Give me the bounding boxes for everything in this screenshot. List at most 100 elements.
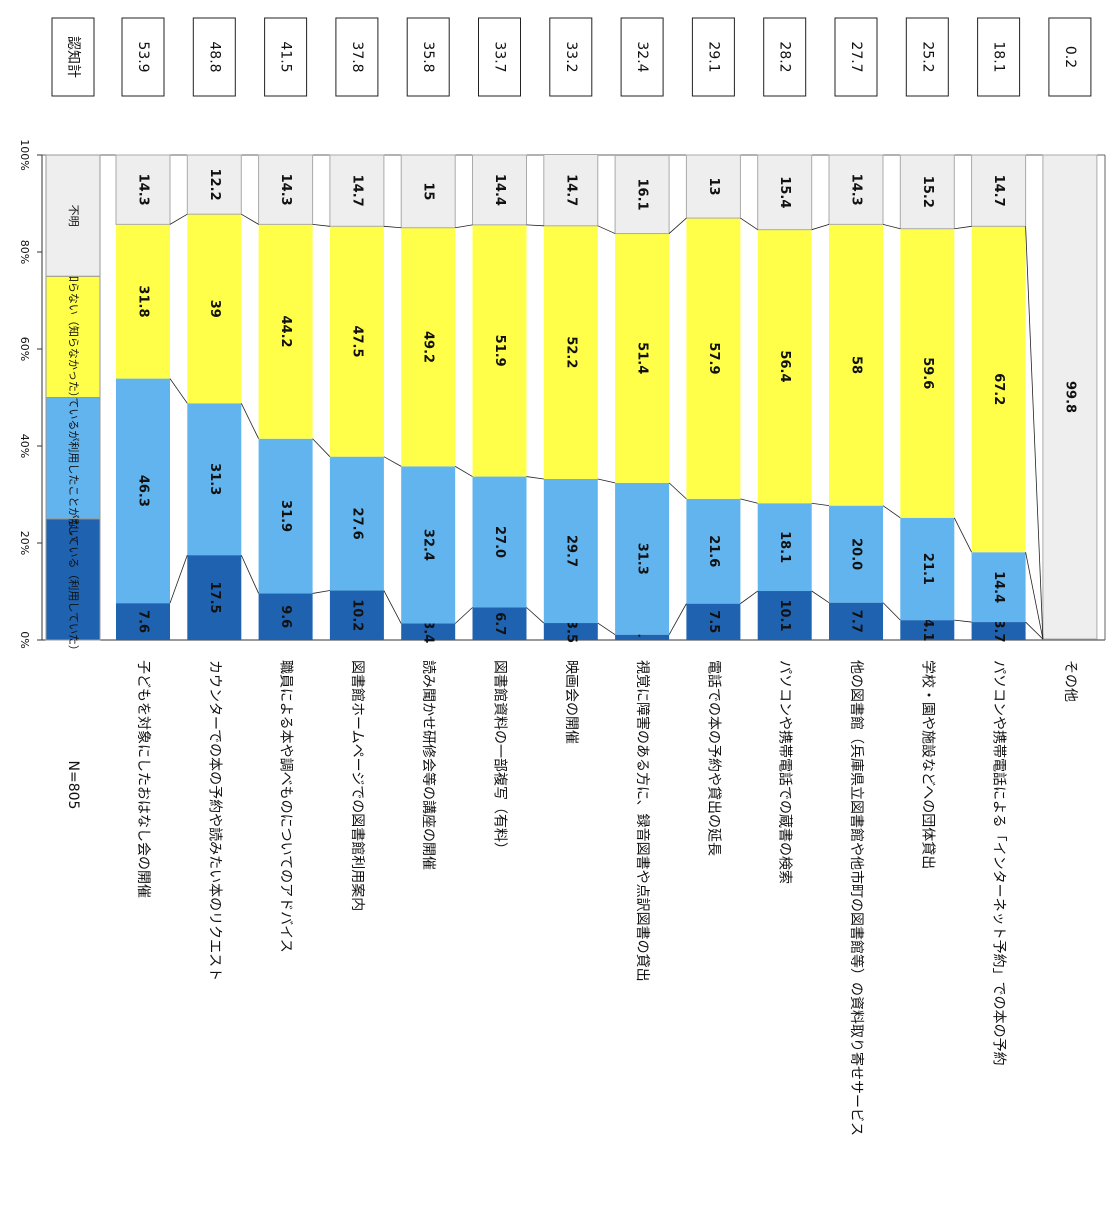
category-label: 電話での本の予約や貸出の延長	[705, 660, 722, 856]
connector	[811, 590, 830, 603]
y-tick-label: 0%	[18, 631, 31, 648]
value-label: 14.7	[991, 175, 1006, 207]
connector	[811, 223, 830, 231]
bar-segment	[685, 154, 741, 219]
value-label: 29.7	[563, 535, 578, 567]
connector	[953, 517, 972, 553]
total-box	[763, 17, 807, 97]
connector	[312, 223, 330, 227]
total-box	[977, 17, 1021, 97]
connector	[526, 224, 544, 227]
value-label: 27.0	[492, 526, 507, 558]
bar-segment	[686, 498, 741, 604]
value-label: 21.1	[920, 553, 935, 585]
bar-segment	[971, 226, 1026, 553]
category-label: 読み聞かせ研修会等の講座の開催	[420, 660, 437, 870]
value-label: 14.4	[492, 174, 507, 206]
total-value: 33.2	[563, 41, 579, 72]
connector	[811, 502, 830, 507]
connector	[954, 225, 972, 230]
bar-segment	[971, 622, 1026, 640]
connector	[668, 603, 687, 635]
value-label: 31.3	[635, 543, 650, 575]
value-label: 3.4	[421, 620, 436, 643]
value-label: 58	[849, 356, 864, 374]
value-label: 57.9	[706, 342, 721, 374]
value-label: 12.2	[207, 169, 222, 201]
bar-segment	[116, 603, 170, 640]
connector	[882, 223, 901, 230]
bar-segment	[187, 214, 242, 404]
connector	[169, 554, 188, 604]
value-label: 32.4	[421, 529, 436, 561]
bar-segment	[757, 503, 812, 592]
bar-segment	[971, 552, 1026, 623]
value-label: 7.6	[136, 610, 151, 633]
value-label: 67.2	[991, 373, 1006, 405]
category-label: 映画会の開催	[563, 660, 579, 744]
value-label: 14.3	[849, 174, 864, 206]
bar-segment	[900, 228, 955, 518]
legend-swatch	[45, 275, 101, 398]
connector	[954, 619, 972, 623]
bar-segment	[615, 233, 670, 483]
legend-label: 知らない（知らなかった）	[67, 271, 81, 403]
total-header: 認知計	[65, 36, 82, 78]
connector	[240, 403, 259, 439]
total-box	[834, 17, 878, 97]
bar-segment	[116, 378, 170, 604]
bar-segment	[543, 623, 598, 640]
value-label: 99.8	[1062, 381, 1077, 413]
value-label: 15	[421, 182, 436, 200]
connector	[882, 505, 901, 519]
value-label: 18.1	[777, 531, 792, 563]
connector	[455, 224, 473, 229]
value-label: 15.4	[777, 176, 792, 208]
bar-segment	[686, 603, 741, 640]
value-label: 27.6	[349, 508, 364, 540]
value-label: 31.9	[278, 500, 293, 532]
sample-size: N=805	[65, 761, 81, 810]
total-value: 18.1	[991, 41, 1007, 72]
value-label: 13	[706, 177, 721, 195]
category-label: 図書館資料の一部複写（有料）	[492, 660, 509, 856]
value-label: 44.2	[278, 316, 293, 348]
value-label: 10.1	[777, 599, 792, 631]
total-value: 29.1	[705, 41, 721, 72]
connector	[241, 213, 259, 225]
bar-segment	[401, 623, 456, 640]
value-label: 47.5	[349, 325, 364, 357]
total-value: 32.4	[634, 41, 650, 72]
bar-segment	[472, 476, 527, 608]
value-label: 7.5	[706, 610, 721, 633]
bar-segment	[116, 224, 170, 379]
y-tick-label: 20%	[18, 531, 31, 555]
total-box	[192, 17, 236, 97]
connector	[1025, 552, 1044, 640]
bar-segment	[329, 590, 384, 640]
bar-segment	[615, 634, 670, 640]
bar-segment	[329, 154, 385, 227]
bar-segment	[829, 224, 883, 506]
total-box	[549, 17, 593, 97]
value-label: 56.4	[777, 350, 792, 382]
y-tick-label: 80%	[18, 240, 31, 264]
bar-segment	[900, 517, 955, 621]
y-tick-label: 40%	[18, 434, 31, 458]
bar-segment	[615, 482, 670, 635]
value-label: 14.7	[563, 174, 578, 206]
total-value: 0.2	[1062, 46, 1078, 68]
bar-segment	[543, 154, 599, 227]
legend-swatch	[45, 518, 101, 641]
value-label: 51.4	[635, 342, 650, 374]
legend-label: 不明	[67, 205, 80, 227]
value-label: 3.7	[991, 620, 1006, 643]
value-label: 52.2	[563, 336, 578, 368]
bar-segment	[401, 466, 456, 624]
value-label: 21.6	[706, 535, 721, 567]
connector	[740, 217, 758, 231]
bar-segment	[757, 154, 813, 231]
category-label: カウンターでの本の予約や読みたい本のリクエスト	[206, 660, 223, 981]
total-box	[264, 17, 308, 97]
